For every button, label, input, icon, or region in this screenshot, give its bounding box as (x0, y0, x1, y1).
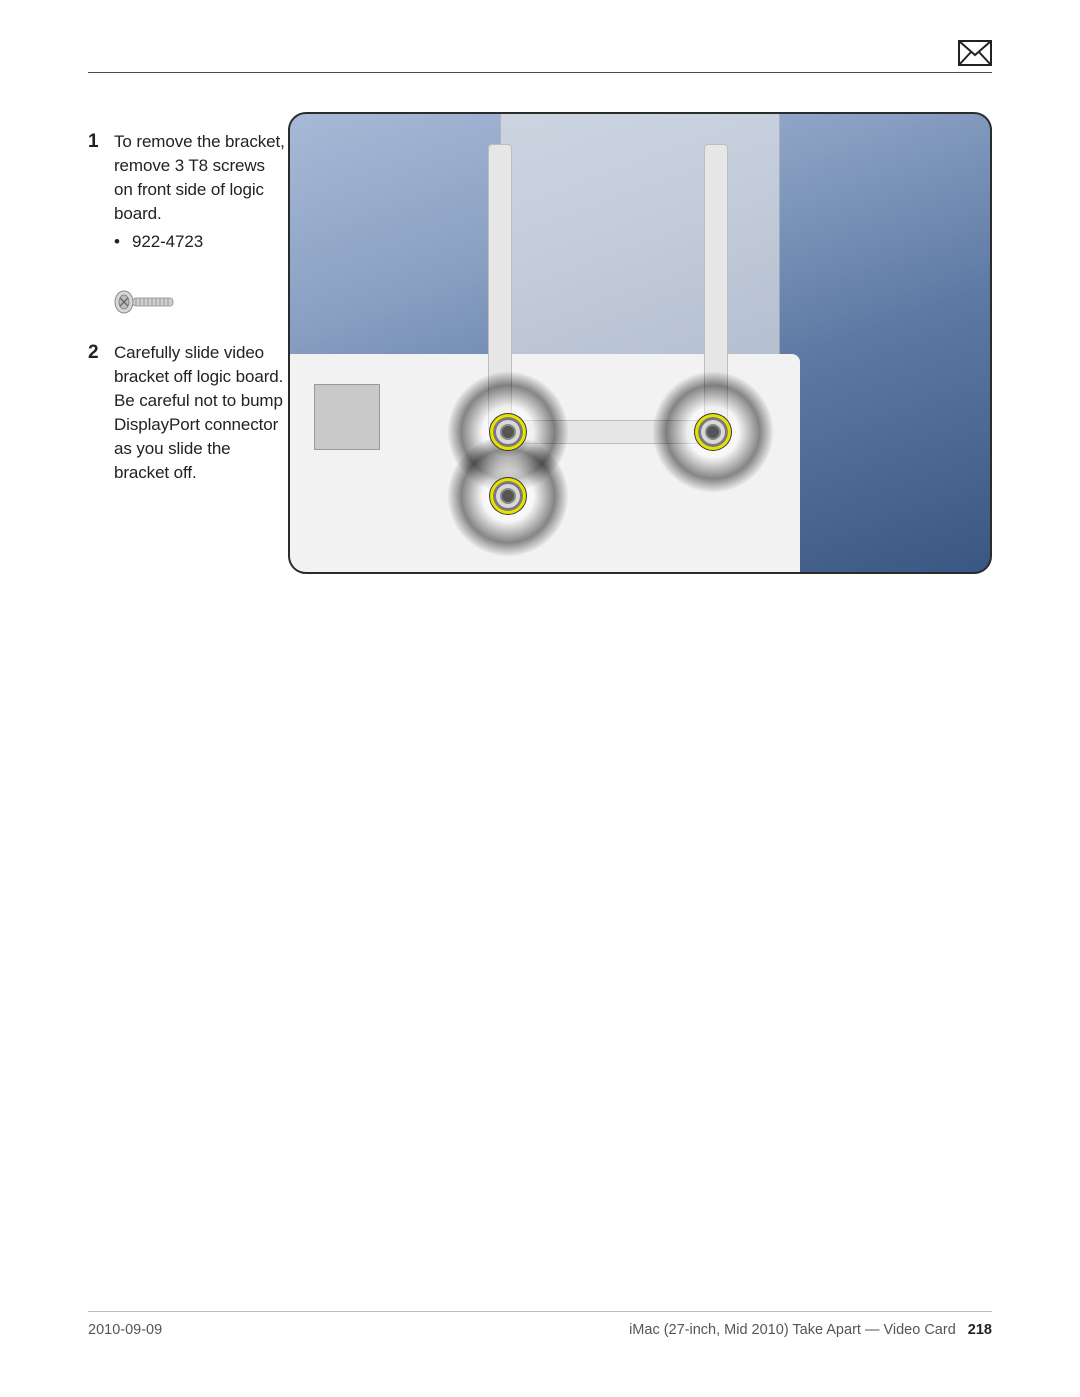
feedback-email-icon[interactable] (958, 40, 992, 71)
bullet-dot-icon: • (114, 230, 132, 254)
step-text: Carefully slide video bracket off logic … (114, 341, 288, 485)
step-body: To remove the bracket, remove 3 T8 screw… (114, 130, 288, 254)
step-1: 1 To remove the bracket, remove 3 T8 scr… (88, 130, 288, 254)
step-text: To remove the bracket, remove 3 T8 screw… (114, 132, 285, 223)
footer-right: iMac (27-inch, Mid 2010) Take Apart — Vi… (629, 1322, 992, 1335)
chip-icon (314, 384, 380, 450)
footer-date: 2010-09-09 (88, 1322, 162, 1335)
step-2: 2 Carefully slide video bracket off logi… (88, 341, 288, 485)
screw-illustration (114, 286, 288, 323)
screw-callout-3 (695, 414, 731, 450)
screw-callout-1 (490, 414, 526, 450)
instructions-column: 1 To remove the bracket, remove 3 T8 scr… (88, 112, 288, 517)
page-footer: 2010-09-09 iMac (27-inch, Mid 2010) Take… (88, 1311, 992, 1335)
step-number: 2 (88, 341, 114, 485)
footer-title: iMac (27-inch, Mid 2010) Take Apart — Vi… (629, 1322, 956, 1338)
logic-board-figure (288, 112, 992, 574)
screw-icon (114, 286, 176, 318)
page-number: 218 (968, 1322, 992, 1338)
content-row: 1 To remove the bracket, remove 3 T8 scr… (88, 112, 992, 574)
screw-callout-2 (490, 478, 526, 514)
part-number: 922-4723 (132, 230, 203, 254)
header-rule (88, 72, 992, 73)
manual-page: 1 To remove the bracket, remove 3 T8 scr… (0, 0, 1080, 1397)
part-number-bullet: • 922-4723 (114, 230, 288, 254)
step-number: 1 (88, 130, 114, 254)
